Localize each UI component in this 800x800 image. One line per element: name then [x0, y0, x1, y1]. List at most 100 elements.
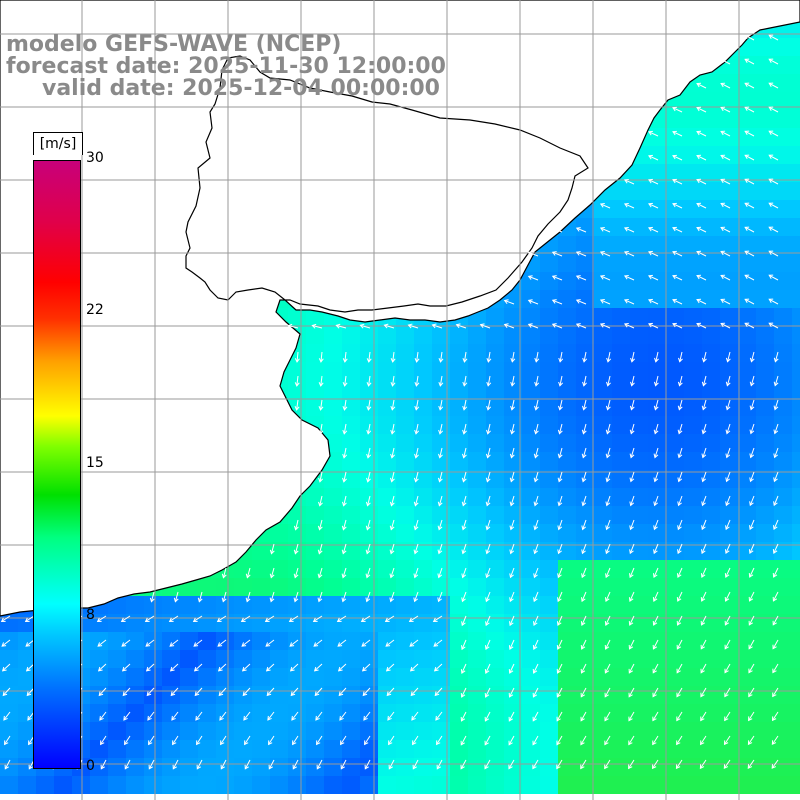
wind-cell — [720, 110, 738, 128]
wind-arrow-head — [599, 227, 605, 232]
wind-cell — [702, 740, 720, 758]
wind-arrow-head — [509, 573, 514, 579]
wind-arrow — [774, 351, 779, 362]
wind-arrow — [124, 759, 131, 770]
wind-arrow — [696, 107, 707, 113]
wind-cell — [648, 236, 666, 254]
wind-cell — [504, 488, 522, 506]
wind-cell — [774, 326, 792, 344]
wind-arrow-head — [193, 666, 199, 672]
wind-cell — [522, 758, 540, 776]
wind-arrow — [629, 591, 635, 602]
wind-arrow — [772, 591, 779, 602]
wind-arrow-head — [145, 642, 151, 647]
wind-arrow-head — [533, 477, 539, 483]
wind-arrow-head — [293, 525, 299, 531]
wind-cell — [504, 596, 522, 614]
wind-cell — [396, 362, 414, 380]
wind-arrow — [533, 663, 539, 674]
wind-cell — [432, 668, 450, 686]
wind-cell — [540, 668, 558, 686]
wind-arrow — [604, 735, 611, 745]
wind-cell — [522, 776, 540, 794]
wind-arrow-head — [672, 106, 678, 112]
wind-cell — [522, 542, 540, 560]
wind-cell — [630, 362, 648, 380]
wind-arrow-head — [580, 716, 585, 722]
wind-arrow — [772, 615, 779, 626]
wind-arrow — [436, 759, 443, 770]
wind-arrow — [700, 687, 707, 697]
wind-arrow — [319, 423, 323, 434]
wind-arrow — [145, 615, 155, 622]
wind-arrow — [720, 155, 731, 161]
wind-arrow-head — [508, 740, 513, 746]
wind-cell — [738, 236, 756, 254]
wind-arrow-head — [484, 764, 489, 770]
wind-arrow-head — [509, 597, 514, 603]
wind-cell — [144, 668, 162, 686]
wind-arrow — [410, 663, 419, 672]
wind-arrow — [679, 351, 683, 362]
wind-arrow — [700, 735, 707, 745]
wind-arrow-head — [651, 764, 657, 770]
wind-arrow — [294, 591, 299, 602]
wind-cell — [774, 632, 792, 650]
wind-arrow-head — [557, 453, 563, 459]
wind-arrow — [653, 591, 659, 602]
wind-cell — [414, 542, 432, 560]
wind-arrow — [720, 275, 731, 281]
wind-cell — [648, 452, 666, 470]
wind-arrow — [630, 399, 635, 410]
wind-arrow-head — [623, 298, 629, 304]
wind-arrow-head — [220, 764, 225, 770]
wind-cell — [252, 542, 270, 560]
wind-arrow-head — [605, 405, 611, 411]
wind-arrow — [605, 615, 611, 626]
wind-cell — [558, 650, 576, 668]
wind-arrow — [581, 567, 587, 578]
wind-arrow-head — [605, 453, 611, 459]
wind-cell — [576, 686, 594, 704]
wind-cell — [756, 380, 774, 398]
wind-arrow-head — [772, 549, 778, 554]
wind-arrow-head — [672, 322, 678, 328]
wind-arrow — [748, 663, 755, 673]
wind-arrow-head — [648, 226, 653, 232]
wind-arrow — [337, 639, 347, 647]
wind-cell — [180, 740, 198, 758]
wind-cell — [108, 740, 126, 758]
wind-cell — [468, 596, 486, 614]
wind-arrow — [198, 591, 203, 602]
wind-arrow-head — [437, 501, 443, 507]
wind-arrow — [750, 399, 755, 410]
wind-cell — [522, 452, 540, 470]
wind-cell — [630, 740, 648, 758]
wind-cell — [666, 398, 684, 416]
wind-cell — [522, 722, 540, 740]
wind-arrow — [414, 495, 419, 506]
wind-cell — [0, 740, 18, 758]
wind-arrow-head — [389, 549, 395, 555]
wind-arrow — [672, 227, 683, 233]
wind-cell — [144, 650, 162, 668]
wind-cell — [720, 164, 738, 182]
wind-cell — [648, 506, 666, 524]
wind-cell — [378, 650, 396, 668]
wind-arrow-head — [772, 525, 778, 531]
wind-cell — [774, 704, 792, 722]
wind-arrow-head — [773, 405, 779, 411]
wind-cell — [774, 560, 792, 578]
wind-cell — [378, 704, 396, 722]
wind-cell — [666, 128, 684, 146]
wind-cell — [360, 596, 378, 614]
wind-cell — [792, 254, 800, 272]
wind-arrow-head — [409, 642, 415, 647]
wind-arrow-head — [533, 453, 539, 459]
wind-arrow-head — [580, 644, 586, 650]
wind-arrow — [552, 299, 563, 305]
wind-arrow — [391, 423, 395, 434]
wind-arrow — [367, 423, 371, 434]
wind-arrow — [486, 519, 491, 530]
wind-cell — [684, 272, 702, 290]
